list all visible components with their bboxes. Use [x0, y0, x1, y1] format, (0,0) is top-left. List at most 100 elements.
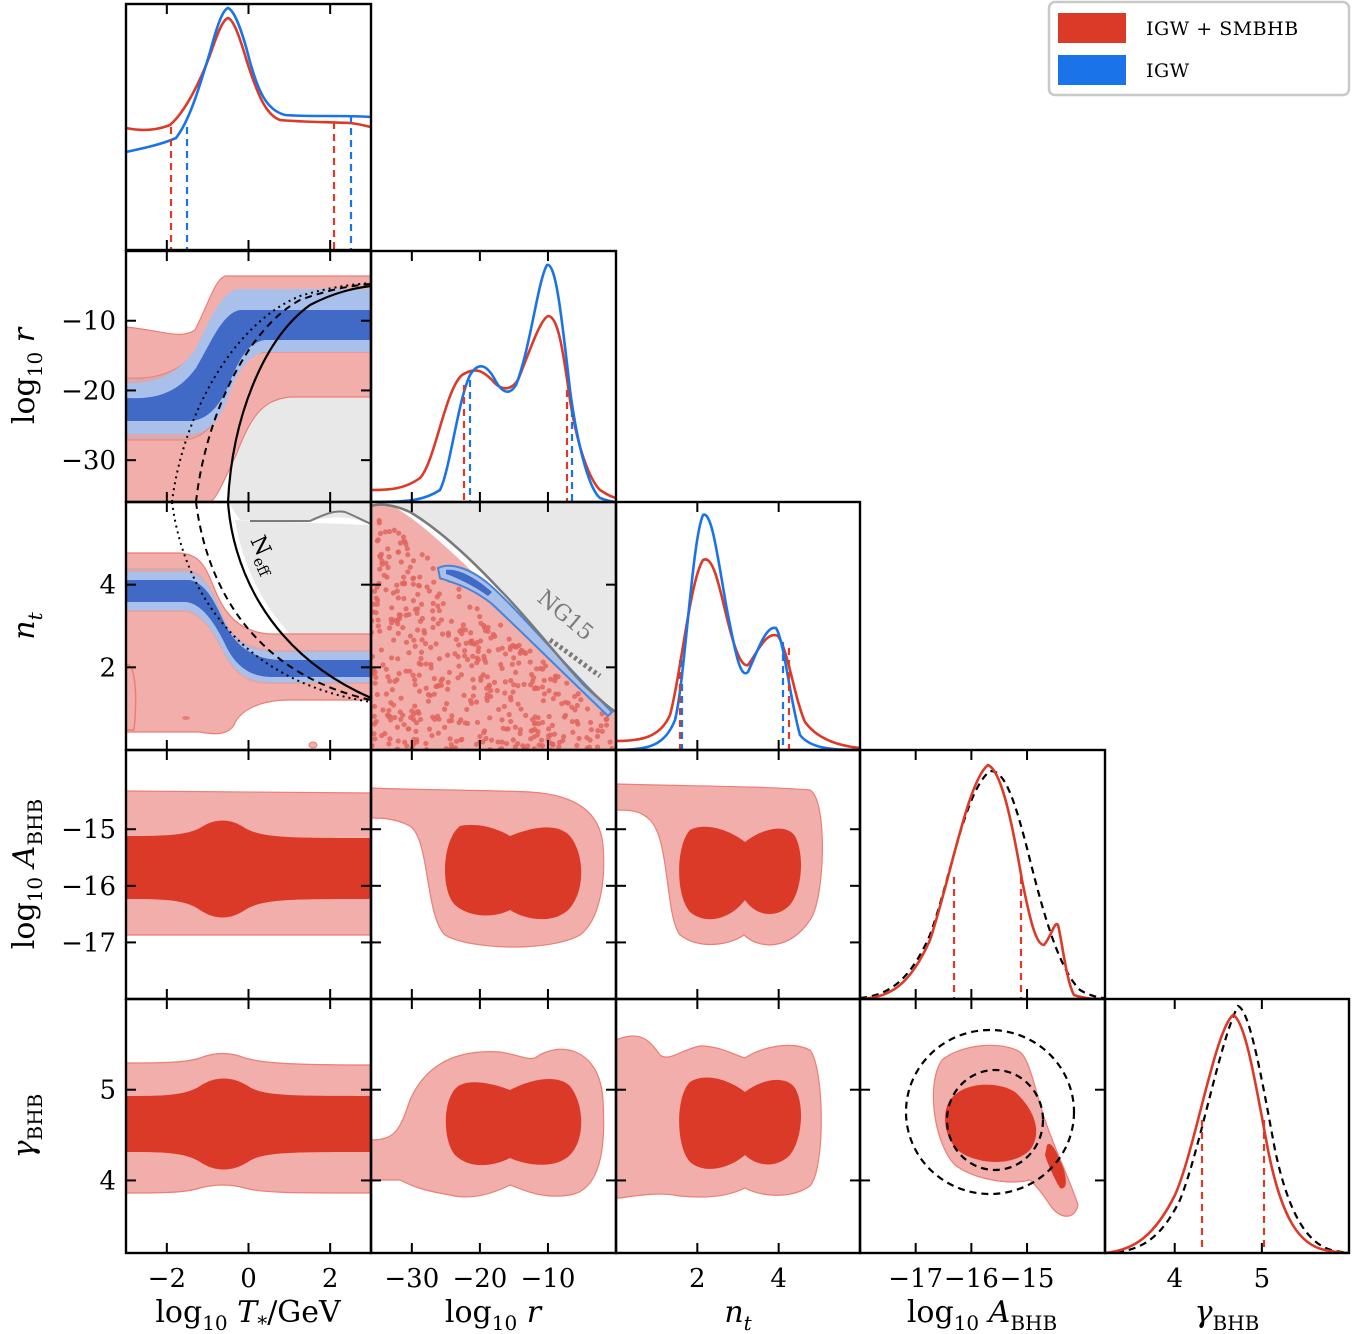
sample-point [418, 601, 425, 607]
igw-nt-curve [616, 513, 860, 750]
sample-point [436, 607, 442, 614]
sample-point [528, 736, 534, 742]
sample-point [508, 697, 514, 703]
sample-point [474, 655, 480, 661]
sample-point [413, 728, 419, 734]
sample-point [412, 703, 418, 709]
sample-point [372, 680, 378, 686]
igw-68-region-logr [126, 310, 371, 421]
smbhb-prior-logA-curve [860, 769, 1105, 999]
sample-point [550, 696, 556, 702]
sample-point [548, 740, 554, 747]
sample-point [416, 672, 422, 678]
sample-point [377, 628, 383, 634]
sample-point [541, 677, 547, 683]
sample-point [419, 637, 425, 643]
sample-point [402, 739, 408, 745]
sample-point [497, 622, 504, 628]
sample-point [553, 675, 559, 681]
sample-point [510, 689, 516, 695]
sample-point [569, 718, 575, 725]
sample-point [390, 590, 397, 596]
sample-point [474, 719, 481, 726]
sample-point [412, 677, 418, 683]
x-tick-label-gamma: 4 [1166, 1264, 1183, 1294]
sample-point [415, 591, 421, 597]
x-tick-label-nt: 2 [689, 1264, 706, 1294]
sample-point [412, 682, 418, 688]
sample-point [444, 701, 450, 707]
sample-point [458, 737, 464, 743]
sample-point [403, 668, 409, 674]
legend: IGW + SMBHB IGW [1047, 0, 1351, 97]
ylabel-gamma: γBHB [7, 1094, 47, 1159]
sample-point [411, 575, 417, 581]
panel-logA-vs-logT [126, 790, 371, 936]
sample-point [404, 546, 410, 552]
sample-point [607, 739, 613, 745]
sample-point [477, 733, 483, 740]
sample-point [503, 740, 510, 747]
sample-point [371, 713, 377, 719]
sample-point [396, 530, 402, 536]
sample-point [375, 623, 381, 629]
sample-point [460, 622, 466, 628]
sample-point [380, 707, 386, 713]
sample-point [428, 661, 434, 668]
sample-point [530, 678, 536, 684]
sample-point [431, 691, 437, 697]
sample-point [431, 675, 437, 682]
neff-bound-solid [226, 284, 371, 502]
sample-point [456, 594, 462, 600]
sample-point [395, 621, 401, 627]
sample-point [507, 646, 513, 652]
sample-point [379, 561, 385, 567]
legend-label-igw-smbhb: IGW + SMBHB [1146, 18, 1299, 40]
sample-point [376, 517, 382, 524]
sample-point [595, 728, 601, 734]
sample-point [414, 610, 420, 616]
sample-point [564, 680, 570, 686]
legend-label-igw: IGW [1146, 60, 1190, 82]
sample-point [548, 676, 554, 682]
sample-point [387, 678, 393, 684]
sample-point [549, 722, 556, 728]
sample-point [528, 728, 534, 734]
sample-point [484, 685, 490, 691]
sample-point [377, 566, 383, 572]
sample-point [547, 732, 554, 738]
sample-point [464, 706, 470, 713]
sample-point [388, 717, 394, 723]
sample-point [506, 711, 512, 718]
sample-point [418, 649, 425, 655]
igw-smbhb-68-region-gamma-logr [445, 1078, 582, 1166]
panel-logr-marginal [371, 263, 616, 502]
sample-point [438, 617, 445, 623]
sample-point [383, 691, 389, 697]
sample-point [423, 661, 429, 667]
sample-point [515, 683, 521, 689]
sample-point [425, 698, 432, 704]
sample-point [452, 651, 458, 657]
sample-point [499, 717, 505, 723]
sample-point [488, 688, 494, 694]
sample-point [532, 685, 539, 691]
sample-point [396, 670, 402, 677]
sample-point [523, 712, 529, 718]
sample-point [401, 595, 407, 602]
sample-point [418, 661, 424, 668]
sample-point [377, 530, 384, 537]
sample-point [387, 625, 393, 631]
sample-point [374, 691, 380, 698]
sample-point [382, 529, 388, 535]
sample-point [419, 615, 426, 622]
sample-point [494, 687, 500, 694]
sample-point [562, 712, 569, 718]
panel-logT-marginal [126, 6, 371, 250]
sample-point [465, 656, 471, 663]
sample-point [385, 546, 391, 552]
sample-point [498, 661, 504, 668]
sample-point [502, 679, 508, 685]
sample-point [405, 569, 411, 575]
smbhb-prior-gamma-curve [1105, 1004, 1349, 1253]
